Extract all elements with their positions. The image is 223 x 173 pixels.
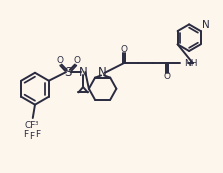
- Text: O: O: [56, 56, 63, 65]
- Text: CF: CF: [24, 121, 36, 130]
- Text: NH: NH: [184, 59, 198, 68]
- Text: N: N: [202, 20, 209, 30]
- Text: O: O: [73, 56, 80, 65]
- Text: O: O: [163, 72, 170, 81]
- Text: 3: 3: [35, 121, 39, 126]
- Text: N: N: [79, 66, 87, 79]
- Text: F: F: [29, 132, 34, 141]
- Text: F: F: [35, 130, 40, 139]
- Text: F: F: [23, 130, 28, 139]
- Text: O: O: [120, 45, 127, 54]
- Text: N: N: [98, 66, 107, 79]
- Text: S: S: [65, 66, 72, 79]
